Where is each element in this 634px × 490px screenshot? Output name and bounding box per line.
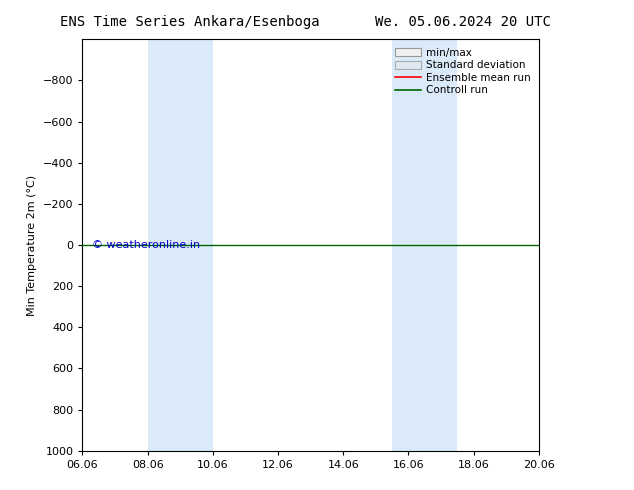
Bar <box>392 39 457 451</box>
Y-axis label: Min Temperature 2m (°C): Min Temperature 2m (°C) <box>27 174 37 316</box>
Text: ENS Time Series Ankara/Esenboga: ENS Time Series Ankara/Esenboga <box>60 15 320 29</box>
Text: © weatheronline.in: © weatheronline.in <box>91 240 200 250</box>
Legend: min/max, Standard deviation, Ensemble mean run, Controll run: min/max, Standard deviation, Ensemble me… <box>391 45 534 98</box>
Text: We. 05.06.2024 20 UTC: We. 05.06.2024 20 UTC <box>375 15 551 29</box>
Bar <box>148 39 213 451</box>
